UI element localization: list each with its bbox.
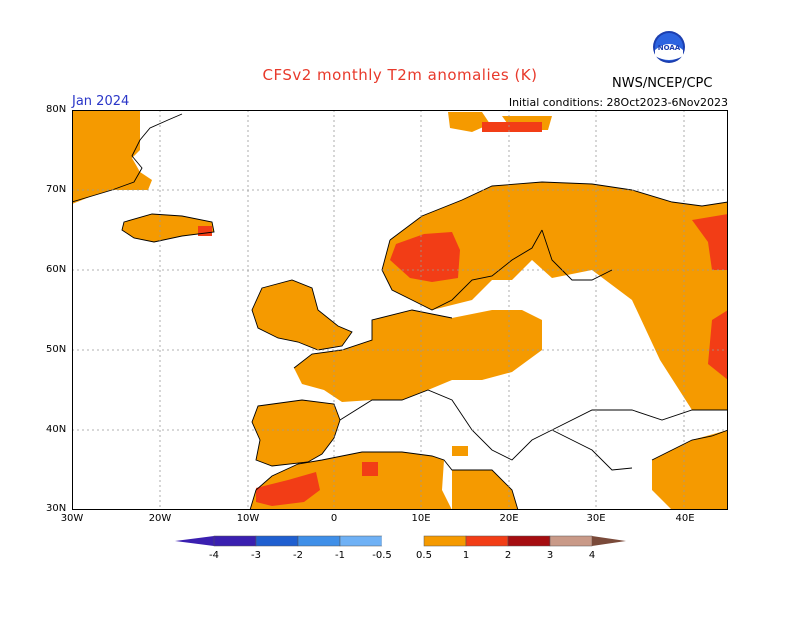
lat-label-80n: 80N	[46, 104, 67, 115]
colorbar-seg-3-2	[255, 535, 299, 547]
lat-label-40n: 40N	[46, 424, 67, 435]
lon-label-10e: 10E	[411, 513, 431, 524]
colorbar-seg-below-4	[175, 536, 214, 546]
colorbar-seg-neutral	[381, 535, 425, 547]
colorbar-label: 4	[589, 550, 595, 561]
lon-label-20w: 20W	[148, 513, 172, 524]
colorbar-label: 3	[547, 550, 553, 561]
lat-label-60n: 60N	[46, 264, 67, 275]
map-frame	[72, 110, 728, 510]
colorbar-seg-05-1	[423, 535, 467, 547]
colorbar-label: -0.5	[372, 550, 392, 561]
colorbar-segments	[175, 535, 626, 547]
colorbar-label: 1	[463, 550, 469, 561]
lon-label-40e: 40E	[675, 513, 695, 524]
lat-label-50n: 50N	[46, 344, 67, 355]
colorbar-label: -3	[251, 550, 261, 561]
colorbar-seg-4-3	[213, 535, 257, 547]
anomaly-region-orange	[72, 110, 728, 510]
coastlines	[72, 113, 728, 510]
lon-label-30e: 30E	[586, 513, 606, 524]
colorbar-label: -2	[293, 550, 303, 561]
colorbar-seg-1-2	[465, 535, 509, 547]
lat-label-70n: 70N	[46, 184, 67, 195]
colorbar-label: 2	[505, 550, 511, 561]
colorbar-seg-3-4	[549, 535, 593, 547]
lon-label-30w: 30W	[60, 513, 84, 524]
anomaly-region-red	[198, 122, 728, 506]
colorbar-seg-2-1	[297, 535, 341, 547]
lon-label-0: 0	[330, 513, 338, 524]
colorbar: -4 -3 -2 -1 -0.5 0.5 1 2 3 4	[175, 535, 626, 561]
colorbar-seg-above-4	[592, 536, 626, 546]
lon-label-20e: 20E	[499, 513, 519, 524]
forecast-month: Jan 2024	[72, 94, 130, 109]
agency-label: NWS/NCEP/CPC	[612, 76, 713, 91]
noaa-logo-icon: NOAA	[653, 31, 685, 63]
map-title: CFSv2 monthly T2m anomalies (K)	[262, 66, 538, 84]
lon-label-10w: 10W	[236, 513, 260, 524]
anomaly-map	[72, 110, 728, 510]
noaa-logo-text: NOAA	[658, 44, 681, 52]
lat-label-30n: 30N	[46, 503, 67, 514]
colorbar-label: 0.5	[416, 550, 432, 561]
colorbar-label: -4	[209, 550, 219, 561]
colorbar-label: -1	[335, 550, 345, 561]
colorbar-seg-1-05	[339, 535, 383, 547]
colorbar-seg-2-3	[507, 535, 551, 547]
lat-lon-grid	[72, 110, 728, 510]
initial-conditions: Initial conditions: 28Oct2023-6Nov2023	[508, 96, 728, 109]
